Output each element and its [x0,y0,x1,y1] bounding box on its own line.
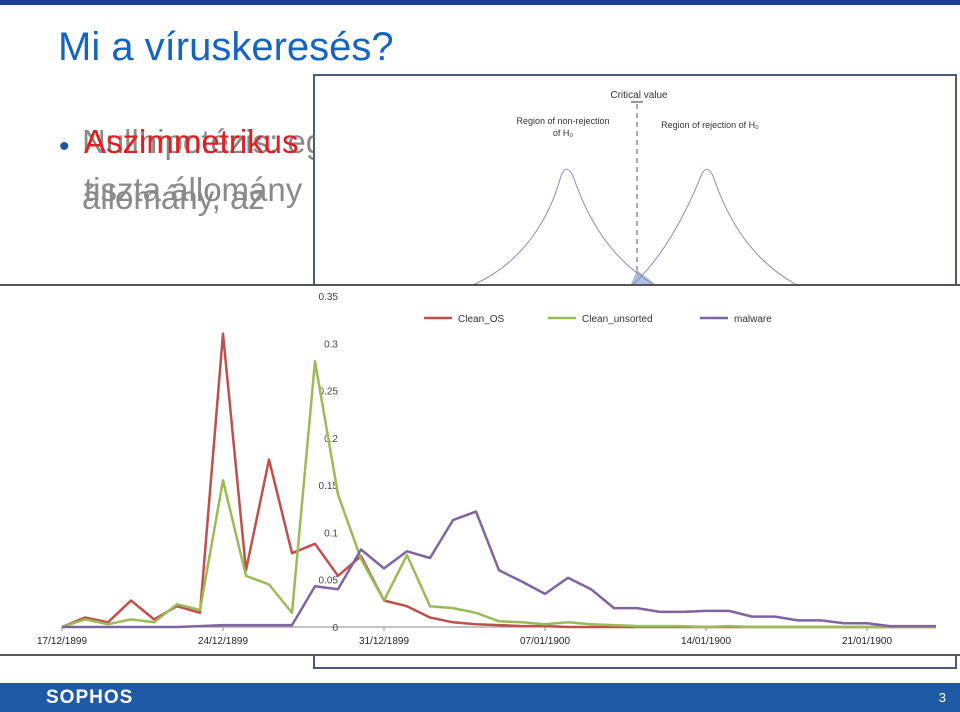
bullet-text-asymmetric: Aszimmetrikus [84,123,299,160]
bullet-text-hypothesis: Nullhipotézis: egy [82,123,341,160]
h1-distribution-curve [632,168,796,285]
x-tick-label: 31/12/1899 [359,636,409,647]
line-chart: 0 0.05 0.1 0.15 0.2 0.25 0.3 0.35 17/12/1899 24/… [0,284,960,656]
chart-legend: Clean_OS Clean_unsorted malware [424,314,772,325]
y-tick-label: 0.05 [319,576,339,587]
footer-bar: SOPHOS 3 [0,683,960,712]
sophos-logo: SOPHOS [46,687,134,708]
rejection-label: Region of rejection of H₀ [661,120,759,130]
y-tick-label: 0.15 [319,481,339,492]
x-tick-label: 24/12/1899 [198,636,248,647]
y-tick-label: 0.1 [324,528,338,539]
y-tick-label: 0.25 [319,387,339,398]
page-number: 3 [938,690,946,705]
y-tick-label: 0.2 [324,434,338,445]
bullet-dot: • [59,130,70,163]
bullet-text-hypothesis-line2: állomány, az [82,179,265,216]
y-tick-label: 0.3 [324,339,338,350]
series-line-clean-os [61,332,936,629]
hypothesis-svg: Critical value Region of non-rejection o… [474,90,796,316]
x-tick-label: 07/01/1900 [520,636,570,647]
x-axis-ticks: 17/12/1899 24/12/1899 31/12/1899 07/01/1900… [37,627,892,647]
legend-label: malware [734,314,772,325]
x-tick-label: 17/12/1899 [37,636,87,647]
series-line-clean-unsorted [61,360,936,629]
bullet-text-asymmetric-line2: tiszta állomány [84,171,303,208]
non-rejection-label-line1: Region of non-rejection [516,116,609,126]
slide-title: Mi a víruskeresés? [58,25,394,69]
x-tick-label: 14/01/1900 [681,636,731,647]
y-tick-label: 0 [332,623,338,634]
y-axis-ticks: 0 0.05 0.1 0.15 0.2 0.25 0.3 0.35 [319,292,339,634]
non-rejection-label-line2: of H₀ [553,128,574,138]
h0-distribution-curve [474,168,654,285]
y-tick-label: 0.35 [319,292,339,303]
legend-label: Clean_unsorted [582,314,653,325]
series-line-malware [62,510,936,629]
top-accent-bar [0,0,960,5]
chart-svg: 0 0.05 0.1 0.15 0.2 0.25 0.3 0.35 17/12/1899 24/… [37,292,936,647]
chart-series [61,332,936,629]
critical-value-label: Critical value [610,90,668,101]
x-tick-label: 21/01/1900 [842,636,892,647]
legend-label: Clean_OS [458,314,504,325]
